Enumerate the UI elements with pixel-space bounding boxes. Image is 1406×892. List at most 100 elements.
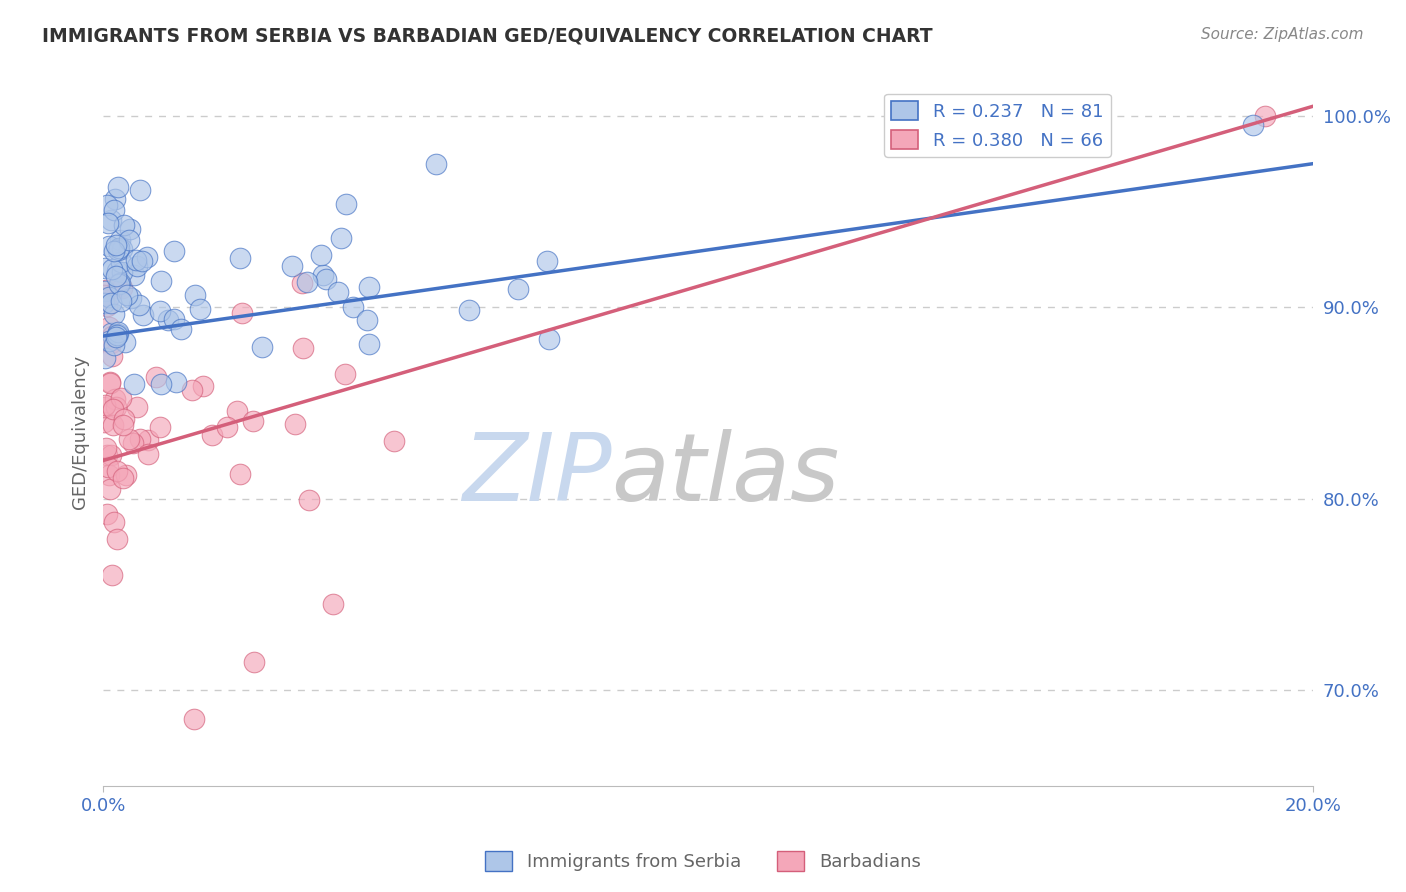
Point [359,280,381,294]
Point [96,198,118,212]
Point [100,212,122,227]
Point [101,568,124,582]
Point [98,239,121,253]
Point [107,179,129,194]
Point [188,301,211,316]
Point [105,281,128,295]
Point [145,369,167,384]
Text: ZIP: ZIP [461,429,612,520]
Point [93,401,115,415]
Point [322,597,344,611]
Point [101,349,124,363]
Point [291,341,314,355]
Point [98,376,121,390]
Point [120,291,142,305]
Point [226,404,249,418]
Point [118,234,141,248]
Point [149,420,172,434]
Point [115,467,138,482]
Point [125,253,148,268]
Point [110,293,132,308]
Point [98,468,121,483]
Point [184,288,207,302]
Point [165,376,187,390]
Point [125,260,148,274]
Point [110,392,132,406]
Point [97,334,120,348]
Point [118,432,141,446]
Point [315,272,337,286]
Point [100,329,122,343]
Point [98,482,121,496]
Point [96,283,118,297]
Point [94,334,117,348]
Point [127,400,149,414]
Point [105,328,128,343]
Point [110,254,132,268]
Point [131,308,153,322]
Y-axis label: GED/Equivalency: GED/Equivalency [72,355,89,508]
Point [111,470,134,484]
Point [122,268,145,282]
Point [163,312,186,326]
Point [94,351,117,366]
Point [156,312,179,326]
Point [201,428,224,442]
Point [183,712,205,726]
Point [107,326,129,341]
Legend: R = 0.237   N = 81, R = 0.380   N = 66: R = 0.237 N = 81, R = 0.380 N = 66 [884,94,1111,157]
Point [506,282,529,296]
Point [229,467,252,482]
Point [150,376,173,391]
Point [101,417,124,432]
Point [97,289,120,303]
Point [103,244,125,259]
Legend: Immigrants from Serbia, Barbadians: Immigrants from Serbia, Barbadians [478,844,928,879]
Point [103,202,125,217]
Point [1241,118,1264,132]
Point [112,412,135,426]
Point [112,219,135,233]
Point [111,265,134,279]
Point [112,417,135,432]
Point [537,332,560,346]
Point [191,378,214,392]
Point [107,325,129,339]
Point [100,448,122,462]
Point [458,303,481,318]
Point [297,275,319,289]
Point [117,288,139,302]
Point [163,244,186,258]
Point [425,156,447,170]
Point [536,254,558,268]
Point [281,259,304,273]
Point [128,183,150,197]
Point [94,398,117,412]
Point [131,254,153,268]
Point [108,277,131,292]
Point [356,313,378,327]
Point [138,434,160,448]
Point [128,432,150,446]
Text: atlas: atlas [612,429,839,520]
Point [105,401,128,415]
Point [122,376,145,391]
Point [342,300,364,314]
Point [170,321,193,335]
Point [104,392,127,407]
Point [335,197,357,211]
Point [105,464,128,478]
Point [357,336,380,351]
Point [111,281,134,295]
Point [136,447,159,461]
Point [105,330,128,344]
Point [93,296,115,310]
Text: IMMIGRANTS FROM SERBIA VS BARBADIAN GED/EQUIVALENCY CORRELATION CHART: IMMIGRANTS FROM SERBIA VS BARBADIAN GED/… [42,27,932,45]
Point [108,241,131,255]
Point [104,192,127,206]
Point [243,655,266,669]
Point [94,284,117,298]
Point [96,507,118,521]
Point [333,368,356,382]
Point [105,263,128,277]
